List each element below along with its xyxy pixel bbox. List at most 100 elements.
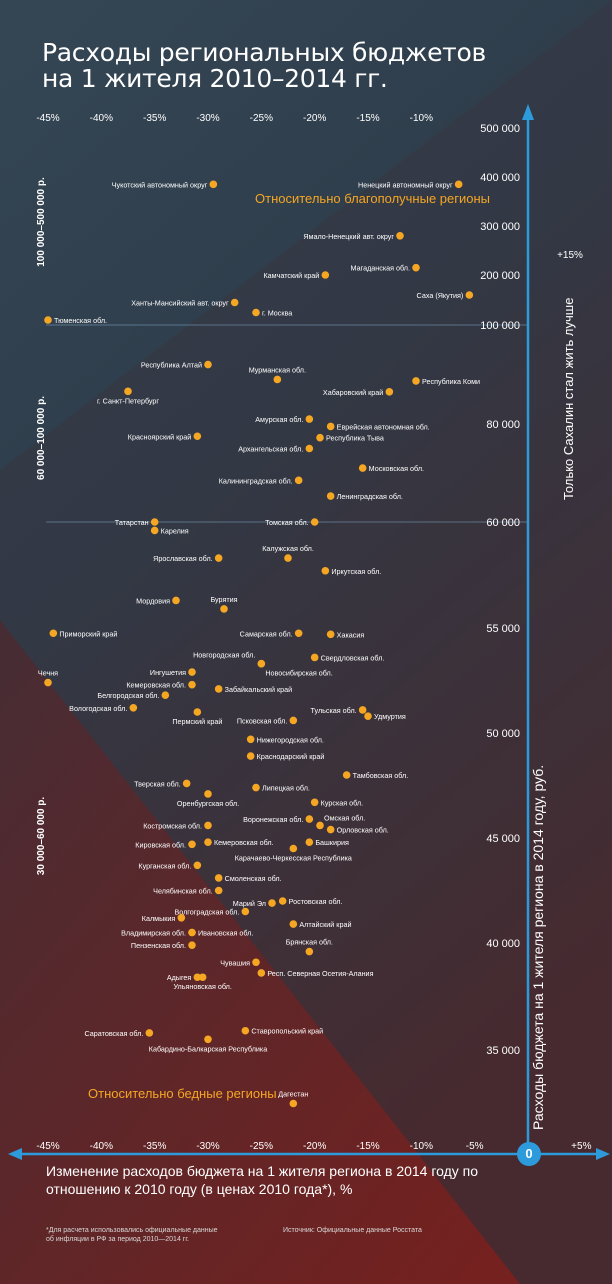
x-tick-label-bottom: -5% xyxy=(466,1141,484,1152)
x-tick-label-bottom: -35% xyxy=(143,1141,166,1152)
region-point[interactable] xyxy=(241,907,250,916)
region-point[interactable] xyxy=(310,518,319,526)
region-point[interactable] xyxy=(214,886,223,895)
region-point[interactable] xyxy=(257,969,266,977)
region-point[interactable] xyxy=(326,630,335,639)
region-point[interactable] xyxy=(161,691,170,699)
region-point[interactable] xyxy=(326,492,335,500)
region-point[interactable] xyxy=(289,920,298,928)
y-tick-label: 400 000 xyxy=(480,172,520,184)
title-line2: на 1 жителя 2010–2014 гг. xyxy=(42,64,388,93)
region-point[interactable] xyxy=(193,861,202,870)
region-point[interactable] xyxy=(342,771,351,779)
region-point[interactable] xyxy=(177,914,186,922)
region-point[interactable] xyxy=(204,821,212,830)
region-label: Удмуртия xyxy=(374,712,406,721)
region-point[interactable] xyxy=(294,476,303,485)
region-point[interactable] xyxy=(188,668,196,676)
region-point[interactable] xyxy=(257,659,266,668)
region-point[interactable] xyxy=(273,375,282,384)
region-label: Еврейская автономная обл. xyxy=(337,422,430,431)
region-point[interactable] xyxy=(289,1099,298,1108)
region-point[interactable] xyxy=(412,263,420,272)
region-point[interactable] xyxy=(294,629,303,638)
region-point[interactable] xyxy=(465,291,474,299)
region-point[interactable] xyxy=(252,958,260,967)
region-point[interactable] xyxy=(305,947,314,956)
region-point[interactable] xyxy=(172,596,180,605)
region-point[interactable] xyxy=(326,422,335,431)
region-point[interactable] xyxy=(44,678,52,687)
region-point[interactable] xyxy=(230,298,239,307)
region-point[interactable] xyxy=(310,798,319,807)
region-point[interactable] xyxy=(252,783,260,792)
region-point[interactable] xyxy=(305,415,314,423)
region-label: Бурятия xyxy=(210,595,237,604)
y-tick-label: 45 000 xyxy=(486,833,520,845)
region-label: Алтайский край xyxy=(299,920,351,929)
region-label: Калининградская обл. xyxy=(219,476,293,485)
region-point[interactable] xyxy=(289,716,298,725)
region-label: Адыгея xyxy=(167,973,192,982)
region-point[interactable] xyxy=(321,271,330,279)
region-point[interactable] xyxy=(193,708,202,716)
region-point[interactable] xyxy=(204,1035,212,1044)
region-point[interactable] xyxy=(150,518,159,526)
region-point[interactable] xyxy=(124,387,132,396)
region-point[interactable] xyxy=(220,605,228,613)
region-point[interactable] xyxy=(358,464,367,472)
region-point[interactable] xyxy=(412,377,420,385)
region-point[interactable] xyxy=(193,973,202,982)
region-point[interactable] xyxy=(214,685,223,693)
region-point[interactable] xyxy=(188,680,196,689)
region-point[interactable] xyxy=(268,899,276,907)
region-point[interactable] xyxy=(316,433,324,442)
region-point[interactable] xyxy=(204,838,212,846)
region-point[interactable] xyxy=(214,554,223,562)
region-point[interactable] xyxy=(204,790,212,798)
x-axis-label: Изменение расходов бюджета на 1 жителя р… xyxy=(46,1163,479,1197)
region-point[interactable] xyxy=(284,554,292,562)
region-label: Воронежская обл. xyxy=(243,815,303,824)
region-point[interactable] xyxy=(364,712,372,720)
region-point[interactable] xyxy=(310,653,319,662)
region-point[interactable] xyxy=(385,388,394,396)
region-point[interactable] xyxy=(188,941,196,949)
region-point[interactable] xyxy=(305,838,314,846)
region-point[interactable] xyxy=(326,825,335,834)
region-point[interactable] xyxy=(129,704,138,712)
region-point[interactable] xyxy=(145,1029,154,1037)
region-point[interactable] xyxy=(44,316,52,324)
region-point[interactable] xyxy=(305,815,314,823)
region-point[interactable] xyxy=(198,973,207,982)
region-point[interactable] xyxy=(241,1026,250,1035)
region-point[interactable] xyxy=(454,180,463,189)
region-point[interactable] xyxy=(321,566,330,575)
region-point[interactable] xyxy=(193,432,202,441)
region-point[interactable] xyxy=(188,840,196,849)
region-point[interactable] xyxy=(278,897,287,905)
region-point[interactable] xyxy=(49,629,58,638)
region-point[interactable] xyxy=(396,232,404,240)
region-point[interactable] xyxy=(358,706,367,714)
region-label: Курская обл. xyxy=(321,798,363,807)
region-point[interactable] xyxy=(188,928,196,937)
region-label: Курганская обл. xyxy=(138,861,191,870)
region-point[interactable] xyxy=(246,735,255,744)
x-tick-label-top: -20% xyxy=(303,113,326,124)
region-label: Пензенская обл. xyxy=(131,941,186,950)
region-point[interactable] xyxy=(252,308,260,317)
title-line1: Расходы региональных бюджетов xyxy=(42,38,486,67)
region-point[interactable] xyxy=(182,779,191,788)
region-point[interactable] xyxy=(150,526,159,535)
region-point[interactable] xyxy=(305,444,314,453)
region-point[interactable] xyxy=(246,752,255,760)
region-label: Татарстан xyxy=(115,518,149,527)
y-tick-label: 55 000 xyxy=(486,623,520,635)
region-point[interactable] xyxy=(316,821,324,830)
region-point[interactable] xyxy=(214,874,223,882)
x-tick-label-top: -25% xyxy=(250,113,273,124)
region-point[interactable] xyxy=(289,844,298,853)
region-point[interactable] xyxy=(204,360,212,369)
region-point[interactable] xyxy=(209,180,218,189)
